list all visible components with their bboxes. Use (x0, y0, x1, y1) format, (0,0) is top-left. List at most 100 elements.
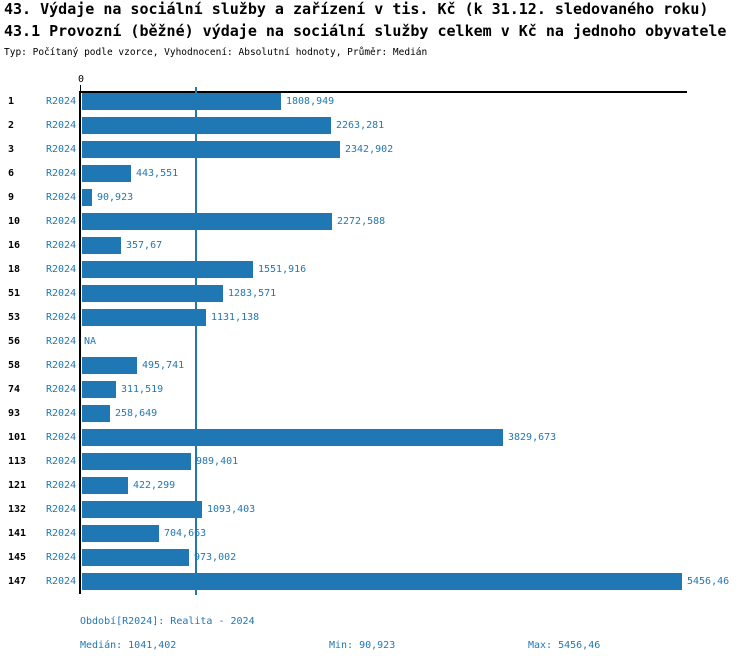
row-id-label: 53 (8, 312, 21, 323)
series-label: R2024 (46, 192, 77, 203)
bar-value-label: 1093,403 (207, 504, 256, 515)
chart-row: 53 R2024 1131,138 (0, 309, 750, 326)
bar-value-label: 2342,902 (345, 144, 394, 155)
series-label: R2024 (46, 312, 77, 323)
bar-value-label: 2272,588 (337, 216, 386, 227)
chart-row: 132 R2024 1093,403 (0, 501, 750, 518)
bar (82, 525, 159, 542)
row-id-label: 3 (8, 144, 15, 155)
bar (82, 117, 331, 134)
chart-row: 93 R2024 258,649 (0, 405, 750, 422)
chart-row: 56 R2024 NA (0, 333, 750, 350)
chart-row: 3 R2024 2342,902 (0, 141, 750, 158)
median-line (195, 87, 197, 595)
x-axis-line (80, 91, 687, 93)
row-id-label: 74 (8, 384, 21, 395)
bar-value-label: 1283,571 (228, 288, 277, 299)
row-id-label: 145 (8, 552, 27, 563)
chart-row: 74 R2024 311,519 (0, 381, 750, 398)
series-label: R2024 (46, 528, 77, 539)
chart-row: 2 R2024 2263,281 (0, 117, 750, 134)
chart-row: 58 R2024 495,741 (0, 357, 750, 374)
series-label: R2024 (46, 288, 77, 299)
series-label: R2024 (46, 504, 77, 515)
bar (82, 405, 110, 422)
bar-value-label: 3829,673 (508, 432, 557, 443)
bar (82, 549, 189, 566)
series-label: R2024 (46, 96, 77, 107)
chart-row: 6 R2024 443,551 (0, 165, 750, 182)
row-id-label: 2 (8, 120, 15, 131)
footer-period-label: Období[R2024]: Realita - 2024 (80, 616, 255, 627)
bar (82, 381, 116, 398)
bar (82, 189, 92, 206)
row-id-label: 132 (8, 504, 27, 515)
row-id-label: 9 (8, 192, 15, 203)
series-label: R2024 (46, 216, 77, 227)
footer-max-label: Max: 5456,46 (528, 640, 601, 651)
series-label: R2024 (46, 576, 77, 587)
bar (82, 477, 128, 494)
chart-row: 101 R2024 3829,673 (0, 429, 750, 446)
bar (82, 429, 503, 446)
bar (82, 357, 137, 374)
chart-row: 9 R2024 90,923 (0, 189, 750, 206)
series-label: R2024 (46, 120, 77, 131)
chart-row: 10 R2024 2272,588 (0, 213, 750, 230)
row-id-label: 10 (8, 216, 21, 227)
bar (82, 237, 121, 254)
row-id-label: 1 (8, 96, 15, 107)
footer-min-label: Min: 90,923 (329, 640, 396, 651)
bar-value-label: 989,401 (196, 456, 239, 467)
bar (82, 501, 202, 518)
chart-row: 113 R2024 989,401 (0, 453, 750, 470)
row-id-label: 18 (8, 264, 21, 275)
row-id-label: 113 (8, 456, 27, 467)
row-id-label: 141 (8, 528, 27, 539)
bar-value-label: 973,002 (194, 552, 237, 563)
series-label: R2024 (46, 480, 77, 491)
series-label: R2024 (46, 336, 77, 347)
bar-value-label: 1551,916 (258, 264, 307, 275)
series-label: R2024 (46, 384, 77, 395)
row-id-label: 147 (8, 576, 27, 587)
series-label: R2024 (46, 552, 77, 563)
axis-zero-label: 0 (77, 74, 85, 85)
bar (82, 453, 191, 470)
series-label: R2024 (46, 240, 77, 251)
series-label: R2024 (46, 432, 77, 443)
series-label: R2024 (46, 456, 77, 467)
series-label: R2024 (46, 168, 77, 179)
chart-row: 145 R2024 973,002 (0, 549, 750, 566)
row-id-label: 16 (8, 240, 21, 251)
chart-row: 16 R2024 357,67 (0, 237, 750, 254)
bar (82, 165, 131, 182)
row-id-label: 58 (8, 360, 21, 371)
bar-value-label: 1131,138 (211, 312, 260, 323)
chart-row: 141 R2024 704,663 (0, 525, 750, 542)
bar-value-label: 357,67 (126, 240, 163, 251)
report-meta-line: Typ: Počítaný podle vzorce, Vyhodnocení:… (4, 47, 428, 58)
row-id-label: 93 (8, 408, 21, 419)
bar-value-label: 422,299 (133, 480, 176, 491)
row-id-label: 6 (8, 168, 15, 179)
bar-value-label: NA (84, 336, 97, 347)
row-id-label: 56 (8, 336, 21, 347)
bar-value-label: 704,663 (164, 528, 207, 539)
bar-value-label: 495,741 (142, 360, 185, 371)
row-id-label: 121 (8, 480, 27, 491)
axis-zero-tick (80, 85, 81, 91)
series-label: R2024 (46, 408, 77, 419)
bar (82, 573, 682, 590)
bar-value-label: 258,649 (115, 408, 158, 419)
chart-row: 51 R2024 1283,571 (0, 285, 750, 302)
bar (82, 213, 332, 230)
chart-row: 147 R2024 5456,46 (0, 573, 750, 590)
footer-median-label: Medián: 1041,402 (80, 640, 177, 651)
bar-value-label: 443,551 (136, 168, 179, 179)
chart-row: 18 R2024 1551,916 (0, 261, 750, 278)
report-subtitle: 43.1 Provozní (běžné) výdaje na sociální… (4, 22, 727, 40)
bar-value-label: 311,519 (121, 384, 164, 395)
bar (82, 285, 223, 302)
chart-row: 1 R2024 1808,949 (0, 93, 750, 110)
